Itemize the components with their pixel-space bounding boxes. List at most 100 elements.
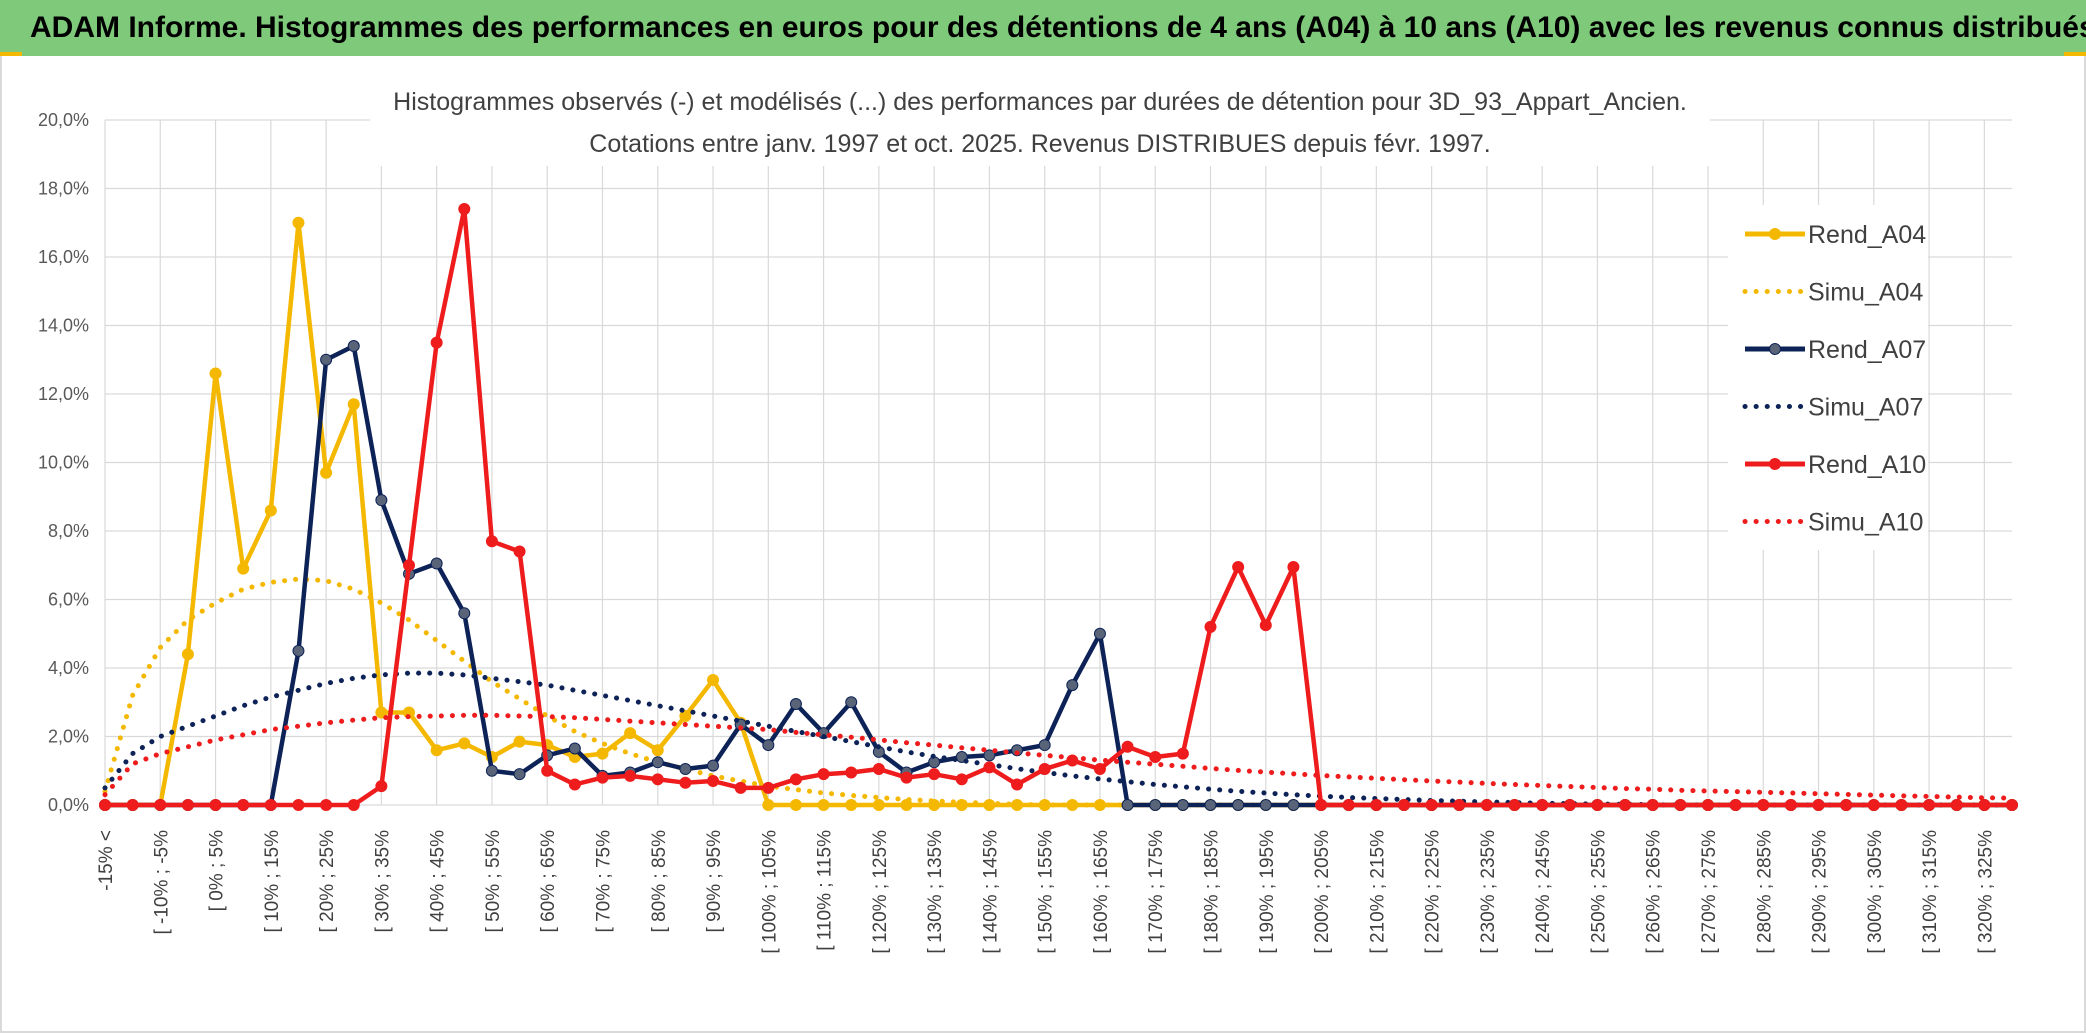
data-point bbox=[1232, 560, 1245, 573]
x-tick-label: [ 130% ; 135% bbox=[925, 830, 946, 954]
x-tick-label: -15% < bbox=[96, 830, 117, 891]
data-point bbox=[237, 562, 250, 575]
data-point bbox=[403, 559, 416, 572]
data-point bbox=[789, 799, 802, 811]
x-tick-label: [ 190% ; 195% bbox=[1257, 830, 1278, 954]
data-point bbox=[292, 799, 305, 811]
data-point bbox=[1176, 747, 1189, 760]
chart-frame bbox=[0, 56, 2086, 1033]
x-tick-label: [ 280% ; 285% bbox=[1754, 830, 1775, 954]
legend-label-rend-a10: Rend_A10 bbox=[1808, 451, 1926, 479]
x-tick-label: [ 170% ; 175% bbox=[1146, 830, 1167, 954]
x-tick-label: [ 260% ; 265% bbox=[1644, 830, 1665, 954]
y-tick-label: 20,0% bbox=[38, 110, 89, 130]
data-point bbox=[1287, 799, 1300, 811]
series-line bbox=[102, 712, 2015, 801]
x-tick-label: [ 160% ; 165% bbox=[1091, 830, 1112, 954]
data-point bbox=[347, 398, 360, 411]
data-point bbox=[624, 727, 637, 740]
data-point bbox=[99, 799, 111, 811]
data-point bbox=[1840, 799, 1853, 811]
data-point bbox=[541, 764, 554, 777]
legend-marker bbox=[1769, 343, 1781, 355]
data-point bbox=[1867, 799, 1880, 811]
data-point bbox=[1701, 799, 1714, 811]
data-point bbox=[1978, 799, 1991, 811]
data-point bbox=[237, 799, 250, 811]
data-point bbox=[1619, 799, 1632, 811]
data-point bbox=[1038, 763, 1051, 776]
frame-corner-right bbox=[2064, 52, 2086, 56]
y-tick-label: 10,0% bbox=[38, 453, 89, 473]
y-tick-label: 0,0% bbox=[48, 795, 89, 815]
data-point bbox=[734, 781, 747, 794]
legend-label-rend-a07: Rend_A07 bbox=[1808, 336, 1926, 364]
data-point bbox=[762, 739, 775, 752]
data-point bbox=[679, 763, 692, 776]
data-point bbox=[1149, 799, 1162, 811]
x-tick-label: [ 90% ; 95% bbox=[704, 830, 725, 933]
data-point bbox=[1812, 799, 1825, 811]
x-tick-label: [ 310% ; 315% bbox=[1920, 830, 1941, 954]
data-point bbox=[707, 775, 720, 788]
data-point bbox=[789, 697, 802, 710]
data-point bbox=[1591, 799, 1604, 811]
data-point bbox=[1259, 799, 1272, 811]
x-tick-label: [ 120% ; 125% bbox=[870, 830, 891, 954]
x-tick-label: [ 50% ; 55% bbox=[483, 830, 504, 933]
legend-label-simu-a07: Simu_A07 bbox=[1808, 394, 1923, 422]
data-point bbox=[375, 780, 388, 793]
data-point bbox=[1370, 799, 1383, 811]
data-point bbox=[1453, 799, 1466, 811]
y-tick-label: 16,0% bbox=[38, 247, 89, 267]
data-point bbox=[845, 766, 858, 779]
data-point bbox=[1950, 799, 1963, 811]
data-point bbox=[817, 799, 830, 811]
data-point bbox=[596, 771, 609, 784]
data-point bbox=[1038, 739, 1051, 752]
data-point bbox=[568, 742, 581, 755]
data-point bbox=[264, 799, 277, 811]
data-point bbox=[1674, 799, 1687, 811]
data-point bbox=[1176, 799, 1189, 811]
x-tick-label: [ 100% ; 105% bbox=[759, 830, 780, 954]
legend-marker bbox=[1769, 228, 1781, 240]
x-axis-ticks: -15% < [ -10% ; -5% [ 0% ; 5% [ 10% ; 15% [ … bbox=[96, 830, 1996, 954]
x-tick-label: [ 290% ; 295% bbox=[1810, 830, 1831, 954]
data-point bbox=[1038, 799, 1051, 811]
data-point bbox=[430, 744, 443, 757]
y-axis-ticks: 0,0% 2,0% 4,0% 6,0% 8,0% 10,0% 12,0% 14,0% 16,0%… bbox=[38, 110, 89, 815]
legend-background bbox=[1728, 205, 1928, 550]
data-point bbox=[1563, 799, 1576, 811]
data-point bbox=[679, 776, 692, 789]
x-tick-label: [ 140% ; 145% bbox=[980, 830, 1001, 954]
data-point bbox=[707, 759, 720, 772]
series-line bbox=[105, 206, 2012, 808]
data-point bbox=[1508, 799, 1521, 811]
data-point bbox=[181, 799, 194, 811]
data-point bbox=[209, 367, 222, 380]
data-point bbox=[568, 778, 581, 791]
data-point bbox=[928, 768, 941, 781]
data-point bbox=[1536, 799, 1549, 811]
data-point bbox=[430, 557, 443, 570]
data-point bbox=[375, 706, 388, 719]
gridlines bbox=[104, 119, 2012, 806]
y-tick-label: 18,0% bbox=[38, 179, 89, 199]
series-simu-a10 bbox=[102, 712, 2015, 801]
data-point bbox=[1093, 763, 1106, 776]
data-point bbox=[651, 773, 664, 786]
data-point bbox=[596, 747, 609, 760]
data-point bbox=[1784, 799, 1797, 811]
x-tick-label: [ 40% ; 45% bbox=[428, 830, 449, 933]
data-point bbox=[1093, 627, 1106, 640]
data-point bbox=[458, 203, 471, 216]
data-point bbox=[1729, 799, 1742, 811]
data-point bbox=[1066, 679, 1079, 692]
data-point bbox=[983, 761, 996, 774]
legend: Rend_A04 Simu_A04 Rend_A07 Simu_A07 Rend_A10… bbox=[1728, 205, 1928, 550]
data-point bbox=[126, 799, 139, 811]
data-point bbox=[1342, 799, 1355, 811]
data-point bbox=[1204, 620, 1217, 633]
